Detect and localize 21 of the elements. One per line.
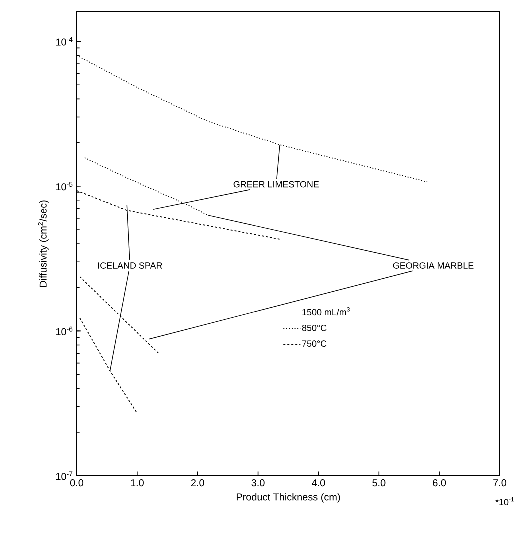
y-axis-title: Diffusivity (cm$^{2}$/sec) bbox=[38, 200, 49, 288]
x-tick-label: 4.0 bbox=[312, 480, 326, 487]
x-axis-title: Product Thickness (cm) bbox=[236, 493, 340, 503]
legend-label: 750°C bbox=[302, 340, 327, 348]
x-tick-label: 7.0 bbox=[494, 480, 507, 487]
x-tick-label: 0.0 bbox=[70, 480, 84, 487]
annotation: ICELAND SPAR bbox=[98, 262, 162, 269]
annotation: GREER LIMESTONE bbox=[234, 181, 320, 188]
legend-label: 850°C bbox=[302, 324, 327, 332]
x-tick-label: 2.0 bbox=[191, 480, 204, 487]
annotation: GEORGIA MARBLE bbox=[393, 262, 474, 269]
x-tick-label: 6.0 bbox=[433, 480, 446, 487]
y-tick-label: 10$^{-5}$ bbox=[56, 182, 73, 191]
x-tick-label: 3.0 bbox=[252, 480, 265, 487]
y-tick-label: 10$^{-7}$ bbox=[56, 472, 73, 480]
x-tick-label: 5.0 bbox=[372, 480, 386, 487]
text: *10$^{-1}$ bbox=[496, 498, 514, 506]
x-tick-label: 1.0 bbox=[131, 480, 144, 487]
y-tick-label: 10$^{-4}$ bbox=[56, 37, 73, 46]
y-tick-label: 10$^{-6}$ bbox=[56, 326, 73, 336]
legend-title: 1500 mL/m$^{3}$ bbox=[302, 308, 350, 316]
